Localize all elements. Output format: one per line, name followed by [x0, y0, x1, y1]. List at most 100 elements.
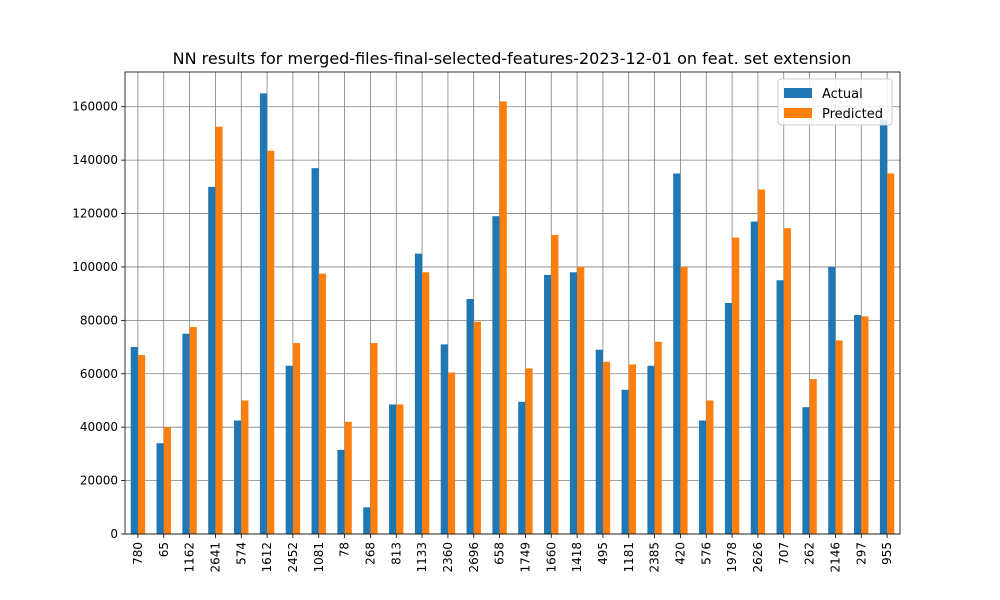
bar-actual [699, 420, 707, 534]
legend-swatch-predicted [784, 108, 812, 118]
bar-predicted [396, 404, 404, 534]
bar-predicted [887, 173, 895, 534]
bar-actual [854, 315, 862, 534]
x-tick-label: 2146 [828, 542, 842, 573]
x-tick-label: 262 [803, 542, 817, 565]
bar-actual [492, 216, 500, 534]
x-tick-label: 1081 [312, 542, 326, 573]
bar-actual [440, 344, 448, 534]
bar-actual [182, 333, 190, 534]
plot-area: 0 20000 40000 60000 80000 100000 120000 140000 1… [72, 71, 901, 573]
x-tick-label: 955 [880, 542, 894, 565]
bar-actual [595, 349, 603, 534]
y-tick-label: 60000 [80, 367, 118, 381]
x-tick-label: 65 [157, 542, 171, 557]
x-tick-label: 2452 [286, 542, 300, 573]
bar-actual [518, 401, 526, 534]
bar-predicted [189, 327, 197, 534]
x-tick-label: 1162 [183, 542, 197, 573]
bar-predicted [292, 343, 301, 534]
bar-predicted [370, 343, 378, 534]
x-tick-label: 1181 [622, 542, 636, 573]
bar-predicted [344, 421, 352, 534]
x-tick-label: 780 [131, 542, 145, 565]
y-tick-label: 20000 [80, 474, 118, 488]
y-tick-label: 0 [110, 527, 118, 541]
x-tick-label: 707 [777, 542, 791, 565]
bar-predicted [525, 368, 533, 534]
x-tick-label: 1978 [725, 542, 739, 573]
bar-predicted [783, 228, 791, 534]
legend-swatch-actual [784, 88, 812, 98]
axes-frame [124, 71, 901, 535]
x-tick-label: 420 [673, 542, 687, 565]
x-tick-label: 1612 [260, 542, 274, 573]
bar-predicted [835, 340, 843, 534]
bar-actual [285, 365, 293, 534]
bar-predicted [602, 361, 611, 534]
bar-predicted [422, 272, 430, 534]
bar-actual [621, 389, 629, 534]
bar-predicted [577, 266, 585, 534]
bar-actual [647, 365, 655, 534]
bar-actual [337, 449, 345, 534]
bar-actual [724, 303, 733, 534]
y-tick-label: 140000 [72, 153, 118, 167]
x-tick-label: 2360 [441, 542, 455, 573]
bar-predicted [680, 266, 688, 534]
bar-predicted [215, 126, 223, 534]
y-tick-label: 160000 [72, 100, 118, 114]
x-tick-label: 1133 [415, 542, 429, 573]
bar-actual [750, 221, 758, 534]
bar-predicted [809, 379, 817, 534]
y-tick-label: 120000 [72, 207, 118, 221]
bar-predicted [473, 321, 481, 534]
bar-actual [259, 93, 268, 534]
x-tick-label: 297 [854, 542, 868, 565]
bar-actual [208, 186, 216, 534]
x-tick-label: 1660 [544, 542, 558, 573]
bar-actual [828, 266, 836, 534]
bar-actual [673, 173, 681, 534]
x-tick-label: 2626 [751, 542, 765, 573]
bar-predicted [447, 372, 456, 534]
bar-predicted [137, 355, 146, 534]
bar-actual [311, 168, 319, 534]
y-tick-label: 40000 [80, 420, 118, 434]
bar-predicted [654, 341, 662, 534]
legend: Actual Predicted [777, 78, 893, 126]
chart-title: NN results for merged-files-final-select… [173, 49, 852, 68]
x-tick-label: 495 [596, 542, 610, 565]
bar-actual [802, 407, 810, 534]
bar-predicted [628, 364, 636, 534]
bar-predicted [499, 101, 507, 534]
bar-predicted [267, 150, 275, 535]
plot-background [125, 72, 900, 534]
bar-actual [544, 274, 552, 534]
bar-predicted [551, 234, 559, 534]
y-tick-label: 80000 [80, 313, 118, 327]
y-tick-label: 100000 [72, 260, 118, 274]
bar-actual [389, 404, 397, 534]
bar-predicted [706, 400, 714, 534]
bar-predicted [732, 237, 740, 534]
x-tick-label: 574 [234, 542, 248, 565]
bar-actual [234, 420, 242, 534]
bar-actual [156, 443, 164, 534]
x-tick-label: 2641 [208, 542, 222, 573]
x-tick-label: 658 [493, 542, 507, 565]
bar-actual [363, 507, 371, 534]
x-tick-label: 2385 [648, 542, 662, 573]
bar-actual [414, 253, 423, 534]
bar-actual [879, 120, 888, 534]
bar-actual [466, 298, 474, 534]
legend-label-predicted: Predicted [822, 107, 883, 122]
bar-actual [776, 280, 784, 534]
bar-predicted [861, 316, 869, 534]
x-tick-label: 576 [699, 542, 713, 565]
bar-actual [569, 272, 578, 534]
x-tick-label: 1418 [570, 542, 584, 573]
bar-predicted [241, 400, 249, 534]
x-tick-label: 1749 [518, 542, 532, 573]
